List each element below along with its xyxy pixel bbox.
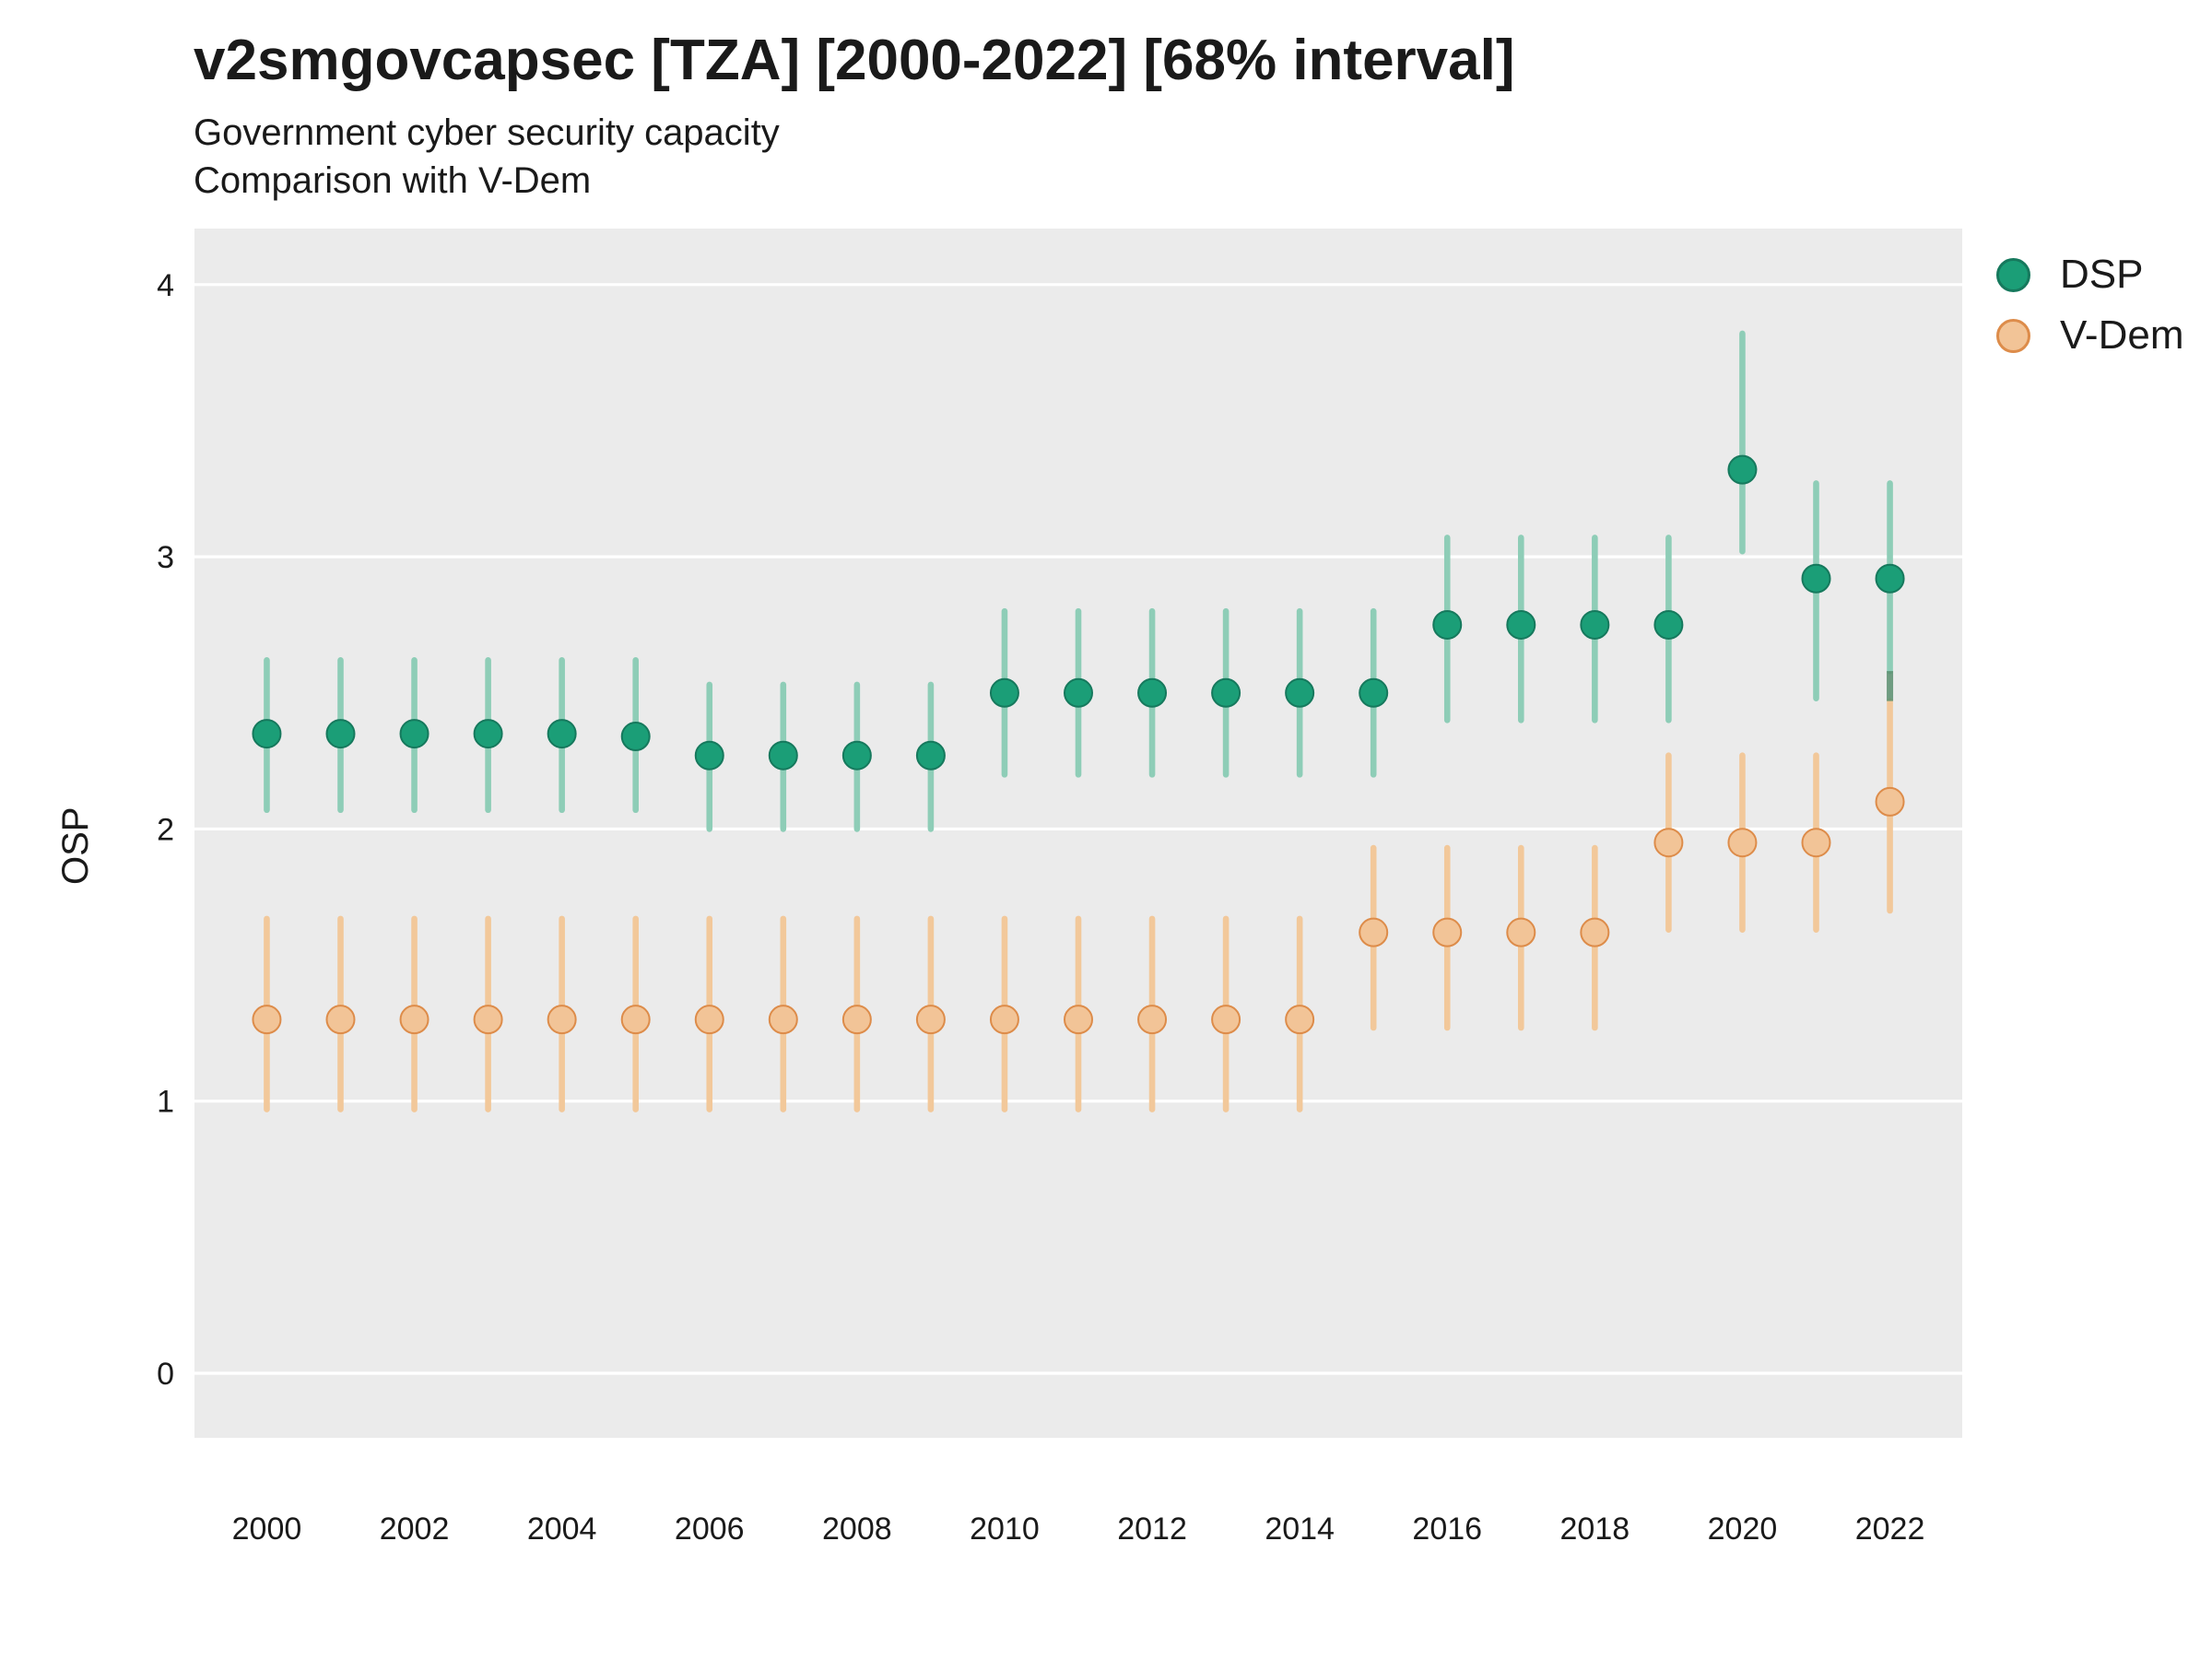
svg-text:2016: 2016 xyxy=(1412,1512,1482,1547)
svg-text:2006: 2006 xyxy=(675,1512,745,1547)
svg-text:2002: 2002 xyxy=(380,1512,450,1547)
svg-text:2020: 2020 xyxy=(1708,1512,1778,1547)
svg-text:2000: 2000 xyxy=(232,1512,302,1547)
svg-text:2004: 2004 xyxy=(527,1512,597,1547)
svg-text:4: 4 xyxy=(157,268,174,303)
svg-text:2: 2 xyxy=(157,812,174,847)
svg-text:3: 3 xyxy=(157,540,174,575)
svg-text:2010: 2010 xyxy=(970,1512,1040,1547)
svg-text:2014: 2014 xyxy=(1265,1512,1335,1547)
svg-text:1: 1 xyxy=(157,1085,174,1120)
svg-text:2018: 2018 xyxy=(1560,1512,1630,1547)
svg-text:2012: 2012 xyxy=(1117,1512,1187,1547)
svg-text:0: 0 xyxy=(157,1357,174,1392)
svg-text:2008: 2008 xyxy=(822,1512,892,1547)
svg-text:2022: 2022 xyxy=(1855,1512,1925,1547)
